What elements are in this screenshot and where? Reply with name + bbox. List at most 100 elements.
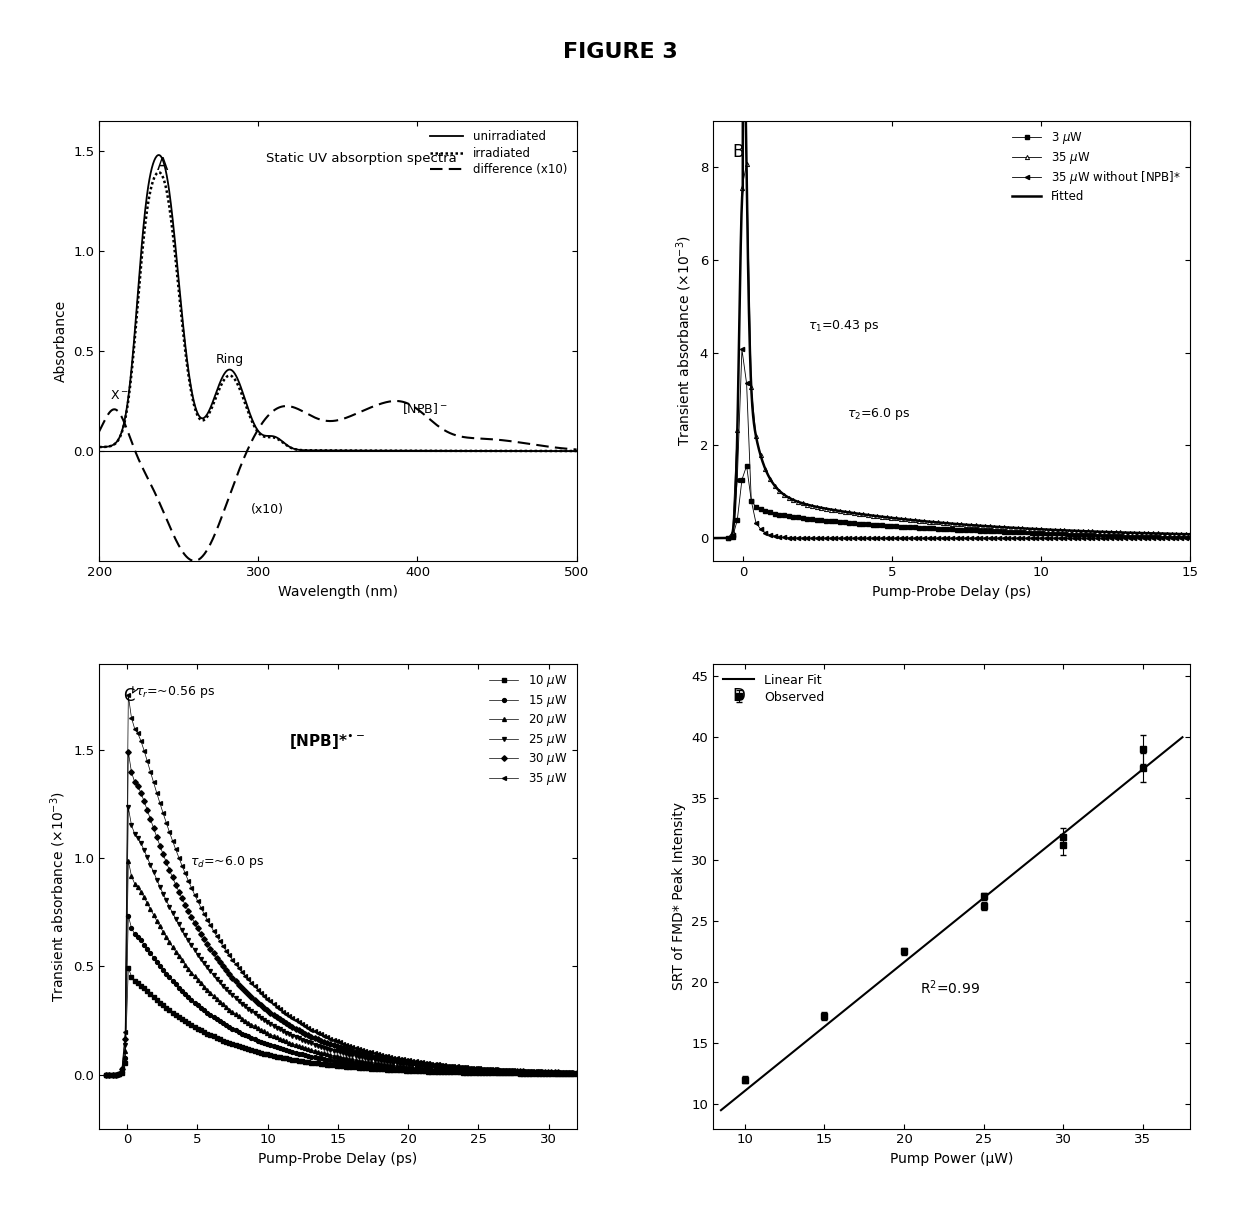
Fitted [1183,527,1198,542]
35 $\mu$W without [NPB]* [734,343,749,357]
20 $\mu$W [367,1056,382,1071]
35 $\mu$W [813,501,828,515]
3 $\mu$W [1164,529,1179,543]
unirradiated [382,443,397,457]
Text: FIGURE 3: FIGURE 3 [563,42,677,63]
35 $\mu$W [99,1067,114,1081]
25 $\mu$W [348,1049,363,1063]
Legend: 3 $\mu$W, 35 $\mu$W, 35 $\mu$W without [NPB]*, Fitted: 3 $\mu$W, 35 $\mu$W, 35 $\mu$W without [… [1008,127,1184,206]
Text: B: B [732,142,744,161]
Y-axis label: Transient absorbance ($\times$10$^{-3}$): Transient absorbance ($\times$10$^{-3}$) [48,791,68,1002]
Y-axis label: SRT of FMD* Peak Intensity: SRT of FMD* Peak Intensity [672,803,686,990]
Fitted [1122,525,1137,540]
35 $\mu$W [1151,526,1166,541]
difference (x10) [397,395,412,409]
difference (x10) [370,398,384,413]
20 $\mu$W [569,1066,584,1080]
difference (x10) [92,424,107,438]
Line: 20 $\mu$W: 20 $\mu$W [104,859,579,1077]
10 $\mu$W [257,1046,272,1061]
15 $\mu$W [348,1056,363,1071]
10 $\mu$W [490,1066,505,1080]
Text: [NPB]$^-$: [NPB]$^-$ [402,401,446,416]
Line: 25 $\mu$W: 25 $\mu$W [104,805,579,1077]
difference (x10) [569,442,584,456]
Legend: Linear Fit, Observed: Linear Fit, Observed [719,670,828,707]
30 $\mu$W [427,1059,441,1073]
25 $\mu$W [120,800,135,815]
Y-axis label: Transient absorbance ($\times$10$^{-3}$): Transient absorbance ($\times$10$^{-3}$) [675,235,694,447]
X-axis label: Pump Power (μW): Pump Power (μW) [890,1151,1013,1166]
Y-axis label: Absorbance: Absorbance [53,299,68,383]
20 $\mu$W [120,853,135,868]
difference (x10) [187,554,202,568]
30 $\mu$W [367,1049,382,1063]
25 $\mu$W [288,1030,303,1044]
Fitted [889,511,904,525]
3 $\mu$W [1151,529,1166,543]
35 $\mu$W [257,989,272,1003]
unirradiated [370,443,384,457]
35 $\mu$W [1001,520,1016,535]
20 $\mu$W [427,1062,441,1077]
Text: $\tau_d$=~6.0 ps: $\tau_d$=~6.0 ps [191,853,264,870]
Fitted [760,467,775,482]
unirradiated [569,444,584,459]
Fitted [789,494,804,508]
30 $\mu$W [490,1063,505,1078]
15 $\mu$W [99,1067,114,1081]
10 $\mu$W [120,961,135,975]
20 $\mu$W [99,1067,114,1081]
unirradiated [454,444,469,459]
35 $\mu$W [288,1013,303,1027]
unirradiated [503,444,518,459]
30 $\mu$W [288,1021,303,1036]
Text: Ring: Ring [216,352,243,366]
Text: $\tau_2$=6.0 ps: $\tau_2$=6.0 ps [847,407,911,422]
Legend: unirradiated, irradiated, difference (x10): unirradiated, irradiated, difference (x1… [427,127,570,180]
35 $\mu$W without [NPB]* [1183,531,1198,546]
3 $\mu$W [1183,529,1198,543]
10 $\mu$W [288,1053,303,1067]
Line: 35 $\mu$W without [NPB]*: 35 $\mu$W without [NPB]* [725,348,1193,541]
20 $\mu$W [348,1053,363,1067]
Text: D: D [732,687,745,705]
Line: irradiated: irradiated [99,173,577,451]
Text: $\tau_r$=~0.56 ps: $\tau_r$=~0.56 ps [135,684,215,700]
10 $\mu$W [569,1067,584,1081]
35 $\mu$W without [NPB]* [1151,531,1166,546]
Text: [NPB]*$^{\bullet-}$: [NPB]*$^{\bullet-}$ [289,731,365,751]
35 $\mu$W [427,1057,441,1072]
35 $\mu$W [1183,527,1198,542]
irradiated [370,443,384,457]
3 $\mu$W [832,514,847,529]
Text: Static UV absorption spectra: Static UV absorption spectra [267,152,458,164]
15 $\mu$W [257,1036,272,1050]
35 $\mu$W without [NPB]* [720,531,735,546]
25 $\mu$W [257,1013,272,1027]
3 $\mu$W [813,513,828,527]
Text: C: C [123,687,135,705]
35 $\mu$W [720,531,735,546]
15 $\mu$W [367,1059,382,1073]
30 $\mu$W [257,1001,272,1015]
difference (x10) [382,395,397,409]
Text: A: A [156,156,167,174]
15 $\mu$W [569,1067,584,1081]
25 $\mu$W [427,1060,441,1074]
Line: unirradiated: unirradiated [99,154,577,451]
20 $\mu$W [257,1025,272,1039]
35 $\mu$W [490,1062,505,1077]
25 $\mu$W [569,1066,584,1080]
10 $\mu$W [367,1062,382,1077]
3 $\mu$W [1001,525,1016,540]
35 $\mu$W without [NPB]* [832,531,847,546]
10 $\mu$W [99,1067,114,1081]
irradiated [454,444,469,459]
unirradiated [92,439,107,454]
3 $\mu$W [739,459,754,473]
35 $\mu$W [120,688,135,702]
35 $\mu$W without [NPB]* [963,531,978,546]
15 $\mu$W [120,909,135,923]
25 $\mu$W [490,1063,505,1078]
